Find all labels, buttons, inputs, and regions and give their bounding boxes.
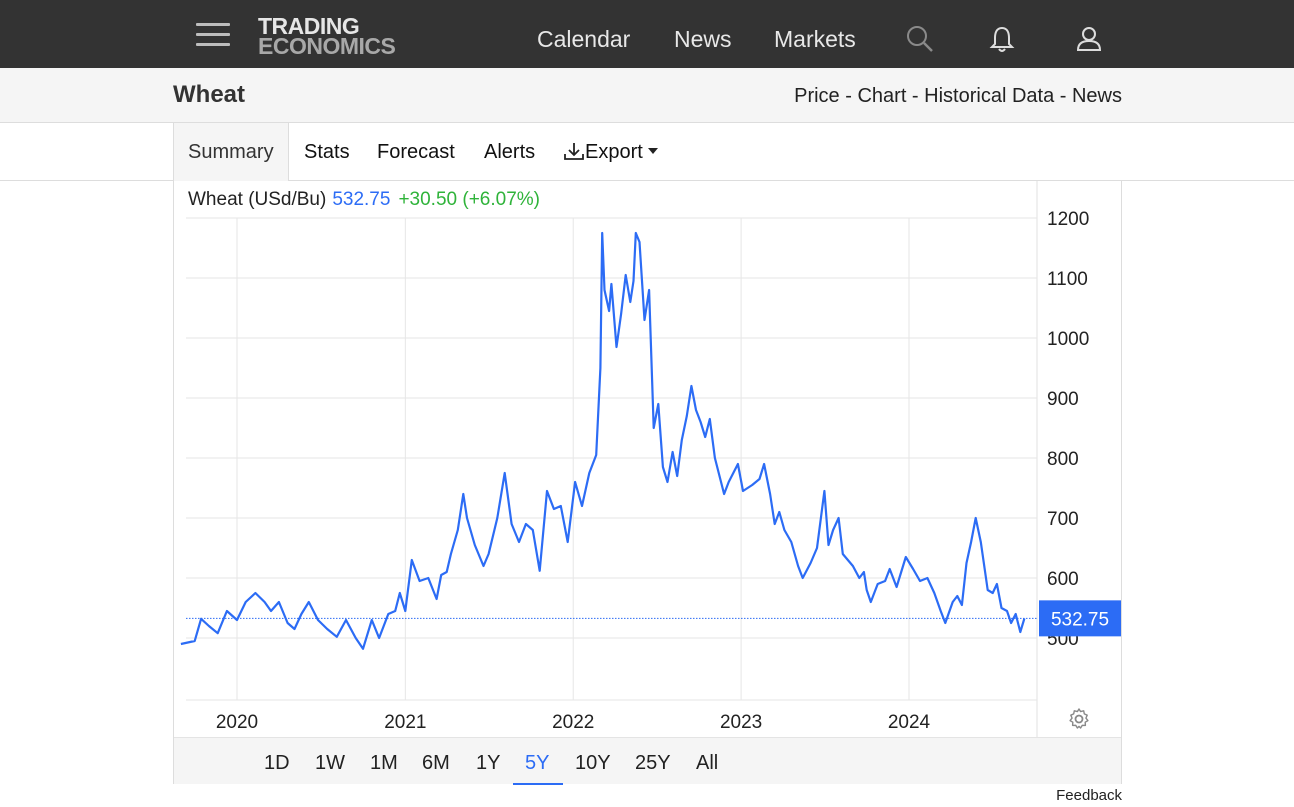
link-separator: -	[1054, 85, 1072, 107]
tab-forecast[interactable]: Forecast	[377, 141, 455, 163]
quote-header: Wheat (USd/Bu) 532.75 +30.50 (+6.07%)	[188, 189, 540, 211]
download-icon	[564, 143, 584, 160]
x-tick-label: 2022	[552, 712, 594, 733]
page-subheader: Wheat Price - Chart - Historical Data - …	[0, 68, 1294, 123]
section-links: Price - Chart - Historical Data - News	[794, 85, 1122, 108]
series-line-wheat[interactable]	[180, 231, 1026, 650]
search-icon[interactable]	[905, 24, 935, 54]
x-tick-label: 2021	[384, 712, 426, 733]
link-chart[interactable]: Chart	[857, 85, 907, 107]
page-title: Wheat	[173, 81, 245, 108]
range-all[interactable]: All	[696, 752, 719, 774]
link-news[interactable]: News	[1071, 85, 1122, 107]
link-separator: -	[839, 85, 858, 107]
x-tick-label: 2024	[888, 712, 931, 733]
time-range-selector: 1D 1W 1M 6M 1Y 5Y 10Y 25Y All	[174, 737, 1121, 785]
menu-icon[interactable]	[196, 22, 230, 48]
nav-calendar[interactable]: Calendar	[537, 26, 631, 52]
link-price[interactable]: Price	[794, 85, 840, 107]
range-5y[interactable]: 5Y	[525, 752, 550, 774]
range-25y[interactable]: 25Y	[635, 752, 671, 774]
tab-stats[interactable]: Stats	[304, 141, 350, 163]
x-gridlines	[236, 181, 1038, 737]
range-1m[interactable]: 1M	[370, 752, 398, 774]
tab-summary[interactable]: Summary	[173, 123, 289, 181]
chart-tabs: Summary Stats Forecast Alerts Export	[0, 123, 1294, 181]
x-tick-label: 2020	[216, 712, 258, 733]
y-tick-label: 700	[1047, 509, 1079, 530]
quote-price: 532.75	[332, 189, 391, 210]
x-tick-label: 2023	[720, 712, 762, 733]
gear-icon[interactable]	[1067, 707, 1091, 731]
y-tick-label: 900	[1047, 389, 1079, 410]
y-tick-label: 1100	[1047, 269, 1088, 290]
range-1y[interactable]: 1Y	[476, 752, 501, 774]
tab-export[interactable]: Export	[563, 123, 660, 181]
range-1d[interactable]: 1D	[264, 752, 290, 774]
link-historical-data[interactable]: Historical Data	[924, 85, 1055, 107]
y-tick-label: 600	[1047, 569, 1079, 590]
bell-icon[interactable]	[987, 24, 1017, 54]
last-price-label: 532.75	[1051, 609, 1109, 630]
nav-news[interactable]: News	[674, 26, 732, 52]
range-1w[interactable]: 1W	[315, 752, 345, 774]
range-6m[interactable]: 6M	[422, 752, 450, 774]
y-tick-label: 1000	[1047, 329, 1089, 350]
range-10y[interactable]: 10Y	[575, 752, 611, 774]
logo-line-1: TRADING	[258, 13, 360, 39]
y-tick-label: 1200	[1047, 209, 1089, 230]
y-gridlines	[186, 217, 1037, 701]
export-label: Export	[585, 141, 643, 163]
quote-name: Wheat (USd/Bu)	[188, 189, 327, 210]
trading-economics-logo[interactable]: TRADING ECONOMICS	[258, 13, 396, 59]
y-tick-label: 800	[1047, 449, 1079, 470]
quote-change: +30.50 (+6.07%)	[398, 189, 540, 210]
link-separator: -	[906, 85, 925, 107]
x-axis-labels: 2020 2021 2022 2023 2024	[216, 712, 931, 733]
top-navigation-bar: TRADING ECONOMICS Calendar News Markets	[0, 0, 1294, 68]
feedback-link[interactable]: Feedback	[1056, 787, 1122, 804]
selected-range-underline	[513, 783, 563, 785]
last-price-marker	[1039, 600, 1121, 637]
nav-markets[interactable]: Markets	[774, 26, 856, 52]
user-icon[interactable]	[1074, 24, 1104, 54]
caret-down-icon	[647, 148, 658, 154]
tab-alerts[interactable]: Alerts	[484, 141, 536, 163]
logo-line-2: ECONOMICS	[258, 33, 396, 59]
